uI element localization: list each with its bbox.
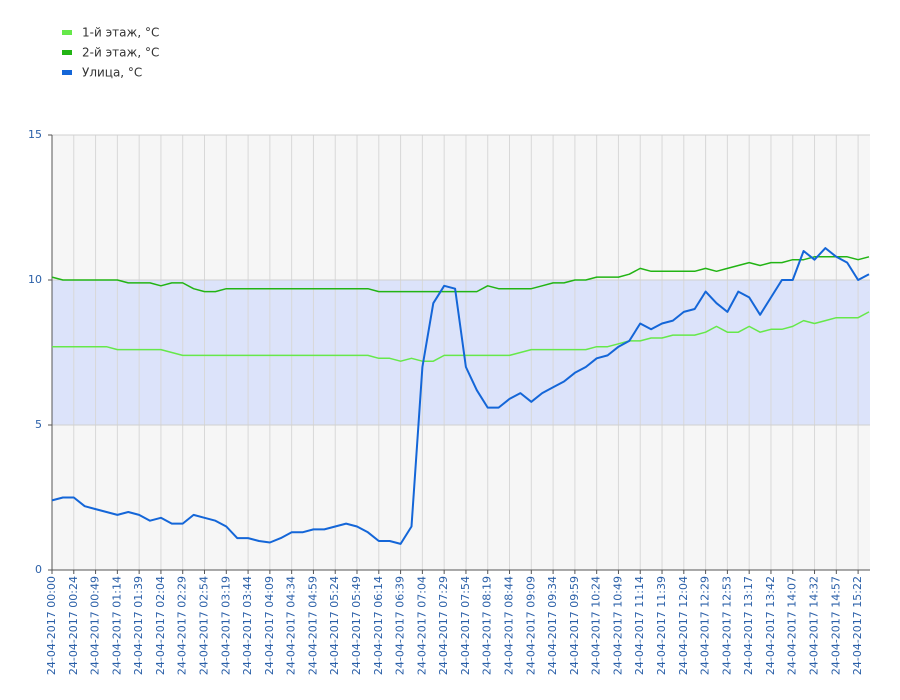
x-tick-label: 24-04-2017 12:04: [677, 576, 690, 675]
x-tick-label: 24-04-2017 02:04: [154, 576, 167, 675]
legend-label: Улица, °C: [82, 66, 142, 80]
x-tick-label: 24-04-2017 04:34: [285, 576, 298, 675]
y-tick-label: 5: [35, 418, 42, 431]
x-tick-label: 24-04-2017 06:39: [394, 576, 407, 675]
x-tick-label: 24-04-2017 14:07: [786, 576, 799, 675]
x-tick-label: 24-04-2017 00:49: [89, 576, 102, 675]
x-tick-label: 24-04-2017 00:00: [45, 576, 58, 675]
x-tick-label: 24-04-2017 07:29: [437, 576, 450, 675]
x-tick-label: 24-04-2017 05:24: [328, 576, 341, 675]
target-band: [52, 280, 870, 425]
legend-swatch: [62, 70, 72, 75]
x-tick-label: 24-04-2017 11:39: [655, 576, 668, 675]
x-tick-label: 24-04-2017 04:09: [263, 576, 276, 675]
x-tick-label: 24-04-2017 07:54: [459, 576, 472, 675]
x-tick-label: 24-04-2017 08:44: [503, 576, 516, 675]
x-tick-label: 24-04-2017 04:59: [306, 576, 319, 675]
x-tick-label: 24-04-2017 11:14: [633, 576, 646, 675]
x-tick-label: 24-04-2017 02:54: [198, 576, 211, 675]
x-tick-label: 24-04-2017 12:29: [699, 576, 712, 675]
y-tick-label: 0: [35, 563, 42, 576]
series-line: [51, 256, 870, 293]
x-tick-label: 24-04-2017 03:44: [241, 576, 254, 675]
x-tick-label: 24-04-2017 10:49: [611, 576, 624, 675]
legend-label: 1-й этаж, °C: [82, 26, 159, 40]
x-tick-label: 24-04-2017 00:24: [67, 576, 80, 675]
x-tick-label: 24-04-2017 06:14: [372, 576, 385, 675]
x-tick-label: 24-04-2017 01:39: [132, 576, 145, 675]
legend-swatch: [62, 50, 72, 55]
x-tick-label: 24-04-2017 12:53: [720, 576, 733, 675]
x-tick-label: 24-04-2017 09:59: [568, 576, 581, 675]
x-tick-label: 24-04-2017 14:57: [829, 576, 842, 675]
x-tick-label: 24-04-2017 01:14: [110, 576, 123, 675]
x-tick-label: 24-04-2017 10:24: [590, 576, 603, 675]
x-tick-label: 24-04-2017 15:22: [851, 576, 864, 675]
x-tick-label: 24-04-2017 05:49: [350, 576, 363, 675]
x-tick-label: 24-04-2017 13:42: [764, 576, 777, 675]
x-tick-label: 24-04-2017 13:17: [742, 576, 755, 675]
x-tick-label: 24-04-2017 14:32: [808, 576, 821, 675]
legend: 1-й этаж, °C 2-й этаж, °C Улица, °C: [62, 26, 159, 80]
series-line: [52, 311, 870, 362]
y-tick-label: 15: [28, 128, 42, 141]
x-tick-label: 24-04-2017 09:09: [524, 576, 537, 675]
y-tick-label: 10: [28, 273, 42, 286]
legend-label: 2-й этаж, °C: [82, 46, 159, 60]
x-tick-label: 24-04-2017 07:04: [415, 576, 428, 675]
x-tick-label: 24-04-2017 03:19: [219, 576, 232, 675]
legend-swatch: [62, 30, 72, 35]
series-line: [51, 247, 870, 545]
x-tick-label: 24-04-2017 08:19: [481, 576, 494, 675]
x-tick-label: 24-04-2017 09:34: [546, 576, 559, 675]
x-tick-label: 24-04-2017 02:29: [176, 576, 189, 675]
